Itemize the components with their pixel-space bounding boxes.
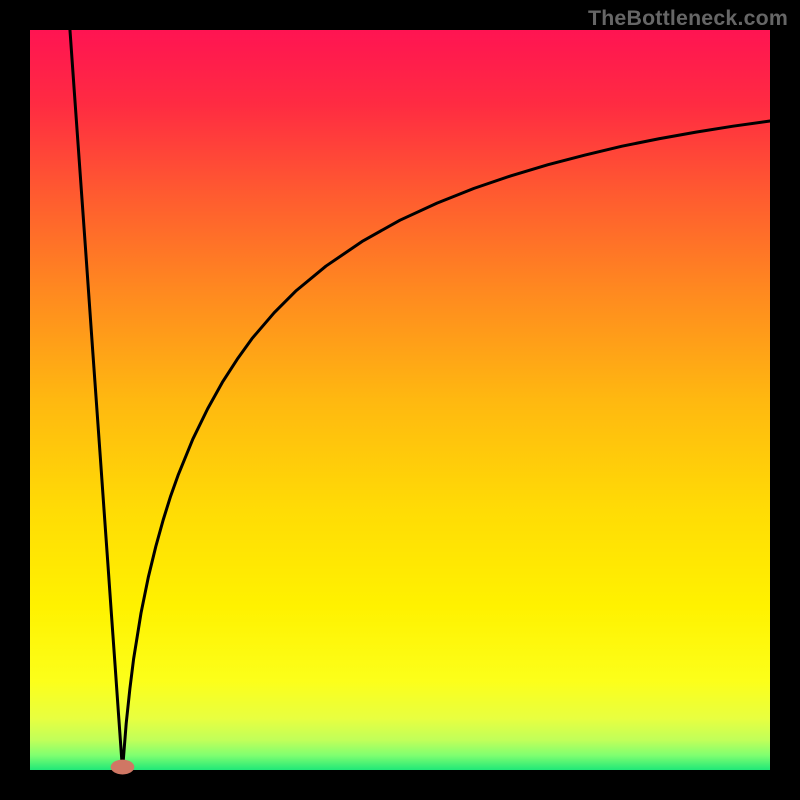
chart-container: TheBottleneck.com — [0, 0, 800, 800]
bottleneck-curve-chart — [0, 0, 800, 800]
plot-background — [30, 30, 770, 770]
watermark-text: TheBottleneck.com — [588, 6, 788, 31]
minimum-marker — [111, 760, 135, 775]
